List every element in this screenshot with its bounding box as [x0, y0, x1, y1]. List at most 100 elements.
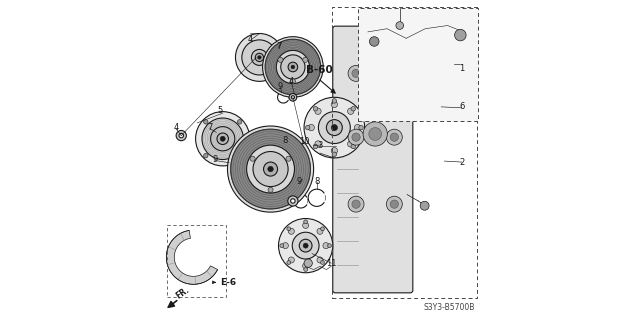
- Circle shape: [303, 57, 308, 63]
- Circle shape: [262, 37, 323, 97]
- Circle shape: [217, 133, 228, 145]
- Circle shape: [321, 261, 324, 264]
- Circle shape: [204, 153, 208, 158]
- Circle shape: [369, 37, 379, 46]
- Text: 8: 8: [282, 136, 287, 145]
- Circle shape: [288, 196, 298, 206]
- Circle shape: [252, 49, 268, 65]
- Circle shape: [237, 153, 242, 158]
- Bar: [358, 8, 478, 121]
- Circle shape: [204, 120, 208, 124]
- Circle shape: [420, 201, 429, 210]
- Circle shape: [348, 108, 354, 115]
- Text: 4: 4: [173, 123, 179, 132]
- Circle shape: [351, 107, 355, 111]
- Circle shape: [351, 144, 355, 149]
- Circle shape: [291, 79, 296, 84]
- Circle shape: [387, 129, 403, 145]
- Text: 5: 5: [217, 106, 222, 115]
- Circle shape: [179, 133, 184, 138]
- Circle shape: [291, 199, 295, 203]
- Circle shape: [331, 124, 337, 131]
- Circle shape: [276, 50, 310, 84]
- Text: B-60: B-60: [306, 65, 332, 75]
- Circle shape: [348, 129, 364, 145]
- Circle shape: [255, 53, 264, 62]
- Text: 9: 9: [278, 82, 283, 91]
- Circle shape: [303, 222, 308, 228]
- Circle shape: [331, 101, 337, 108]
- Circle shape: [220, 136, 225, 141]
- Text: FR.: FR.: [174, 286, 191, 301]
- Circle shape: [348, 196, 364, 212]
- Circle shape: [291, 65, 295, 69]
- Circle shape: [352, 133, 360, 141]
- Text: 7: 7: [207, 123, 212, 132]
- Circle shape: [264, 162, 278, 176]
- Circle shape: [390, 133, 399, 141]
- Circle shape: [288, 62, 298, 72]
- Circle shape: [300, 239, 312, 252]
- Circle shape: [230, 129, 310, 209]
- Circle shape: [355, 124, 361, 131]
- Circle shape: [326, 120, 342, 136]
- Circle shape: [308, 124, 314, 131]
- Circle shape: [387, 65, 403, 81]
- Circle shape: [246, 145, 294, 193]
- Text: 4: 4: [289, 77, 294, 86]
- Circle shape: [237, 120, 242, 124]
- Circle shape: [331, 148, 337, 154]
- Circle shape: [369, 128, 381, 140]
- Circle shape: [227, 126, 314, 212]
- Text: 8: 8: [314, 177, 319, 186]
- Circle shape: [286, 156, 291, 161]
- Circle shape: [321, 227, 324, 231]
- Text: 7: 7: [276, 42, 281, 51]
- Circle shape: [278, 219, 333, 273]
- Circle shape: [328, 244, 332, 248]
- Circle shape: [250, 156, 255, 161]
- Circle shape: [281, 55, 305, 79]
- Circle shape: [257, 56, 261, 59]
- Circle shape: [390, 69, 399, 78]
- Circle shape: [313, 144, 317, 149]
- Circle shape: [176, 130, 186, 141]
- Circle shape: [303, 263, 308, 269]
- Bar: [167, 225, 226, 297]
- Circle shape: [305, 125, 310, 130]
- Text: 3: 3: [317, 141, 323, 150]
- Circle shape: [317, 257, 323, 263]
- Circle shape: [253, 152, 288, 187]
- Circle shape: [387, 196, 403, 212]
- Circle shape: [317, 228, 323, 234]
- Text: 10: 10: [299, 137, 309, 146]
- Circle shape: [323, 243, 329, 249]
- Circle shape: [288, 257, 294, 263]
- Text: 1: 1: [460, 64, 465, 73]
- Circle shape: [359, 125, 364, 130]
- Circle shape: [292, 232, 319, 259]
- Circle shape: [390, 200, 399, 208]
- Circle shape: [304, 268, 308, 271]
- Text: E-6: E-6: [220, 278, 236, 287]
- Circle shape: [304, 259, 312, 267]
- Circle shape: [396, 22, 404, 29]
- Text: 2: 2: [460, 158, 465, 167]
- Circle shape: [268, 166, 273, 172]
- Circle shape: [304, 97, 365, 158]
- Circle shape: [278, 57, 283, 63]
- Circle shape: [202, 118, 243, 160]
- Circle shape: [332, 99, 337, 103]
- Circle shape: [196, 112, 250, 166]
- FancyBboxPatch shape: [333, 26, 413, 293]
- Text: 9: 9: [212, 155, 218, 164]
- Circle shape: [282, 243, 289, 249]
- Text: S3Y3-B5700B: S3Y3-B5700B: [423, 303, 475, 312]
- Circle shape: [352, 200, 360, 208]
- Circle shape: [454, 29, 466, 41]
- Circle shape: [352, 69, 360, 78]
- Circle shape: [287, 261, 291, 264]
- Text: 4: 4: [247, 35, 252, 44]
- Circle shape: [348, 141, 354, 147]
- Circle shape: [242, 40, 277, 75]
